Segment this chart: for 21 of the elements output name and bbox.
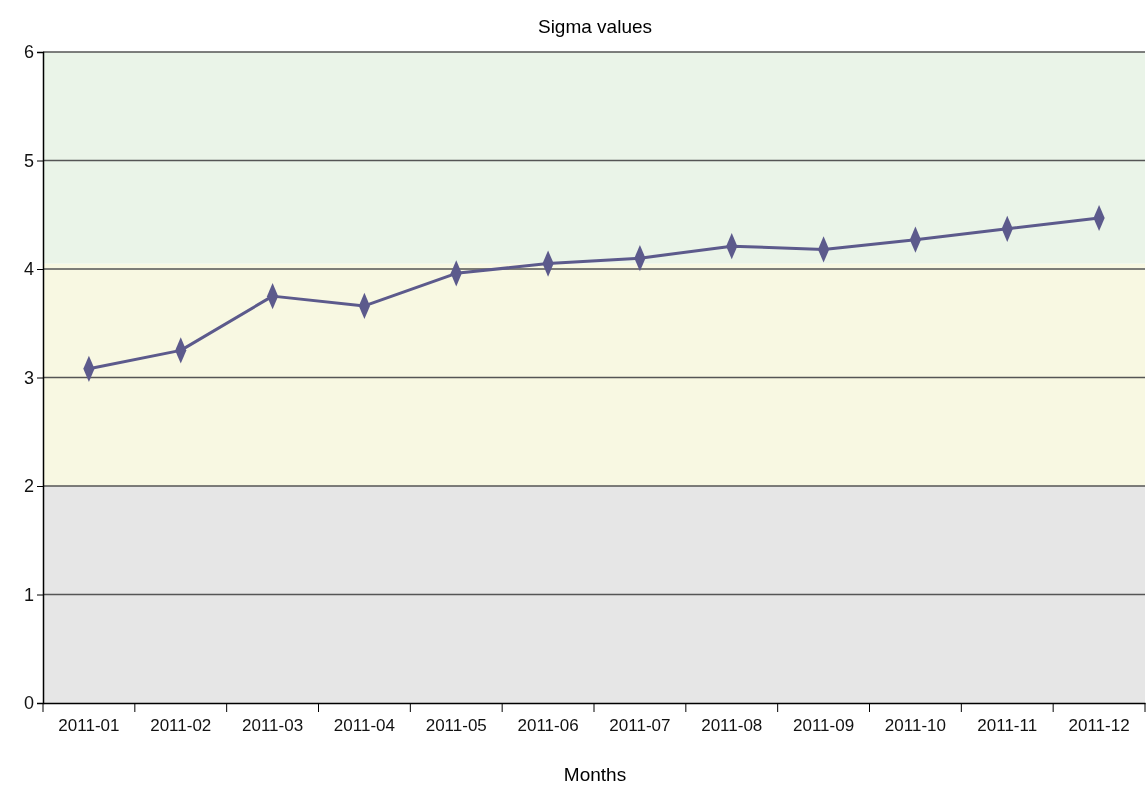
x-tick-label: 2011-04 xyxy=(333,716,395,736)
y-tick-label: 1 xyxy=(23,584,34,605)
x-tick-label: 2011-09 xyxy=(793,716,855,736)
y-tick-label: 4 xyxy=(23,259,34,280)
x-tick-label: 2011-01 xyxy=(58,716,120,736)
x-tick-label: 2011-05 xyxy=(425,716,487,736)
y-tick-label: 5 xyxy=(23,150,34,171)
y-tick-label: 3 xyxy=(23,367,34,388)
x-tick-label: 2011-02 xyxy=(150,716,212,736)
y-tick-label: 2 xyxy=(23,476,34,497)
x-tick-label: 2011-11 xyxy=(977,716,1038,736)
x-tick-label: 2011-07 xyxy=(609,716,671,736)
x-axis-title: Months xyxy=(563,764,627,785)
y-tick-label: 6 xyxy=(23,42,34,63)
x-tick-label: 2011-08 xyxy=(701,716,763,736)
y-tick-label: 0 xyxy=(23,693,34,714)
chart-title: Sigma values xyxy=(537,16,653,37)
x-tick-label: 2011-06 xyxy=(517,716,579,736)
x-tick-label: 2011-12 xyxy=(1068,716,1130,736)
x-tick-label: 2011-03 xyxy=(242,716,304,736)
x-tick-label: 2011-10 xyxy=(884,716,946,736)
